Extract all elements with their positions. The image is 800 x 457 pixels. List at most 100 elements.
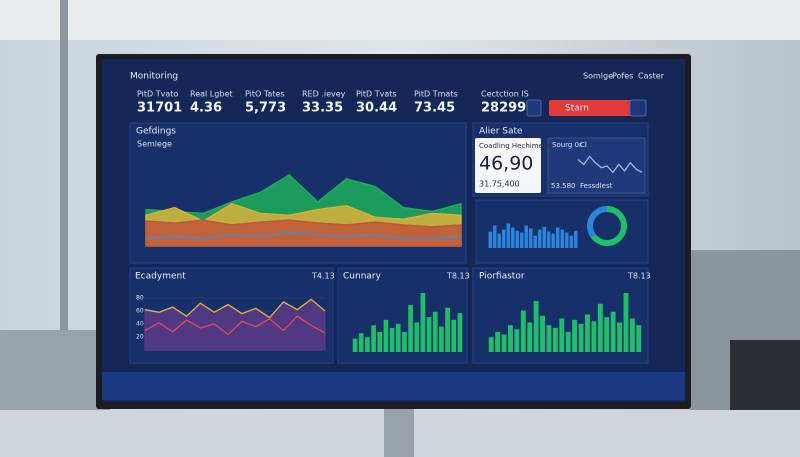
bar [371,325,376,352]
start-button[interactable] [549,100,646,116]
label: Coadling Hechimeles [479,142,553,150]
bar [617,322,622,352]
bar [540,315,545,352]
label: T8.13 [627,272,651,281]
label: Semlege [137,140,172,149]
label: 31701 [137,101,182,116]
footer-bar [102,372,685,400]
label: Cunnary [343,272,382,282]
bar [389,327,395,352]
bar [556,227,560,248]
bar [488,337,494,352]
bar [511,227,515,248]
label: Starn [565,104,589,114]
bar [552,327,558,352]
label: Cectction IS [481,90,529,99]
label: PitD Tmats [414,90,458,99]
bar [546,325,552,352]
y-tick-label: 40 [136,321,144,328]
label: Ecadyment [135,272,186,282]
nav-link: Pofes [612,72,633,81]
bar [497,233,501,248]
nav-link: Caster [638,72,665,81]
label: Gefdings [136,127,176,137]
bar [533,301,539,352]
bar [565,232,569,248]
bar [560,229,564,248]
label: Real Lgbet [190,90,232,99]
label: Monitoring [130,72,178,82]
bar [597,303,603,352]
bar [533,235,537,248]
label: 5,773 [245,101,286,116]
bar [514,329,520,352]
y-tick-label: 20 [136,334,144,341]
window-frame [60,0,68,340]
bar [578,323,584,352]
label: T4.13 [311,272,335,281]
label: Fessdlest [580,182,613,190]
bar [451,319,457,352]
label: Sourg 0r [552,141,582,149]
bar [358,333,364,352]
stat-card [475,138,541,193]
donut-segment [587,206,608,238]
mini-panel [547,137,646,194]
bar [508,325,513,352]
next-button[interactable] [629,99,647,117]
bar [527,322,533,352]
label: 28299 [481,101,526,116]
bar [432,311,438,352]
bar [420,293,426,352]
label: 33.35 [302,101,343,116]
bar [565,331,571,352]
label: 46,90 [479,153,533,175]
bar [408,305,413,352]
bar [493,225,497,248]
bar [591,321,597,352]
bar [515,230,519,248]
label: RED .ievey [302,90,346,99]
bar [574,230,578,248]
bar [524,225,528,248]
bar [495,331,501,352]
prev-button[interactable] [526,99,542,117]
bar [402,331,407,352]
label: 31.75,400 [479,180,520,189]
ceiling [0,0,800,40]
bar [488,231,492,248]
label: 53.580 [551,182,576,190]
bar [377,331,383,352]
bar [542,226,546,248]
label: 30.44 [356,101,397,116]
y-tick-label: 80 [136,295,144,302]
label: Alier Sate [479,127,523,137]
bar [506,223,510,248]
bar [520,232,524,248]
y-tick-label: 60 [136,308,144,315]
label: Piorfiastor [479,272,525,282]
bar [610,311,616,352]
label: Cl [580,141,587,149]
label: PitD Tvats [356,90,397,99]
bar [547,231,551,248]
line [577,155,643,174]
bar [365,337,370,352]
line [144,315,326,336]
bar [623,293,629,352]
bar [520,310,526,352]
bar [551,233,555,248]
bar [395,323,401,352]
monitor-stand [384,404,414,457]
bar [414,322,420,352]
line [145,231,462,239]
bar [569,235,573,248]
label: 73.45 [414,101,455,116]
nav-link: Somlge [583,72,613,81]
bar [457,313,463,352]
bar [572,319,578,352]
label: PitD Tvato [137,90,178,99]
bar [426,317,432,352]
